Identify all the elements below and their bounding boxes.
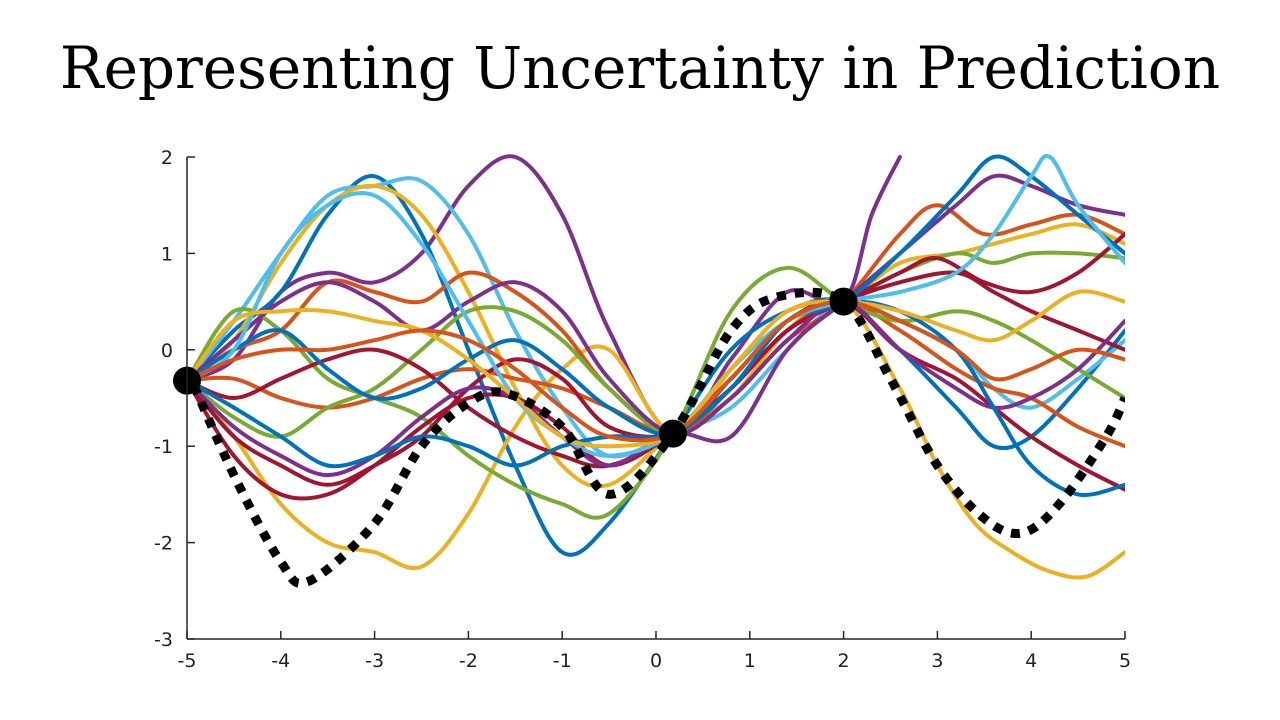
sample-line-17 — [187, 154, 1125, 458]
x-tick-label: 0 — [650, 650, 662, 672]
observation-point-2 — [658, 419, 687, 448]
axes-layer: -5 -4 -3 -2 -1 0 1 2 3 4 5 2 1 0 -1 -2 -3 — [154, 147, 1131, 672]
y-tick-label: 0 — [161, 340, 173, 362]
true-function-layer — [187, 287, 1125, 588]
sample-line-8 — [187, 265, 1125, 520]
y-tick-label: -3 — [154, 629, 173, 651]
x-tick-label: -4 — [271, 650, 290, 672]
x-tick-label: 2 — [838, 650, 850, 672]
x-tick-label: -1 — [553, 650, 572, 672]
true-function-line — [187, 287, 1125, 588]
sample-line-14 — [187, 280, 1125, 436]
sample-line-19 — [187, 299, 1125, 443]
x-tick-label: 3 — [931, 650, 943, 672]
sample-line-18 — [187, 289, 1125, 449]
x-tick-label: 4 — [1025, 650, 1037, 672]
x-tick-label: 5 — [1119, 650, 1131, 672]
page-title: Representing Uncertainty in Prediction — [59, 34, 1221, 102]
y-tick-label: -2 — [154, 533, 173, 555]
x-tick-label: -5 — [178, 650, 197, 672]
y-tick-label: 1 — [161, 243, 173, 265]
sample-line-9 — [187, 250, 1125, 439]
sample-line-5 — [187, 222, 1125, 571]
x-tick-label: -3 — [365, 650, 384, 672]
sample-line-1 — [187, 154, 902, 436]
y-tick-label: -1 — [154, 436, 173, 458]
observation-point-3 — [829, 287, 858, 316]
x-tick-label: 1 — [744, 650, 756, 672]
y-tick-label: 2 — [161, 147, 173, 169]
observations-layer — [173, 287, 858, 448]
x-tick-label: -2 — [459, 650, 478, 672]
